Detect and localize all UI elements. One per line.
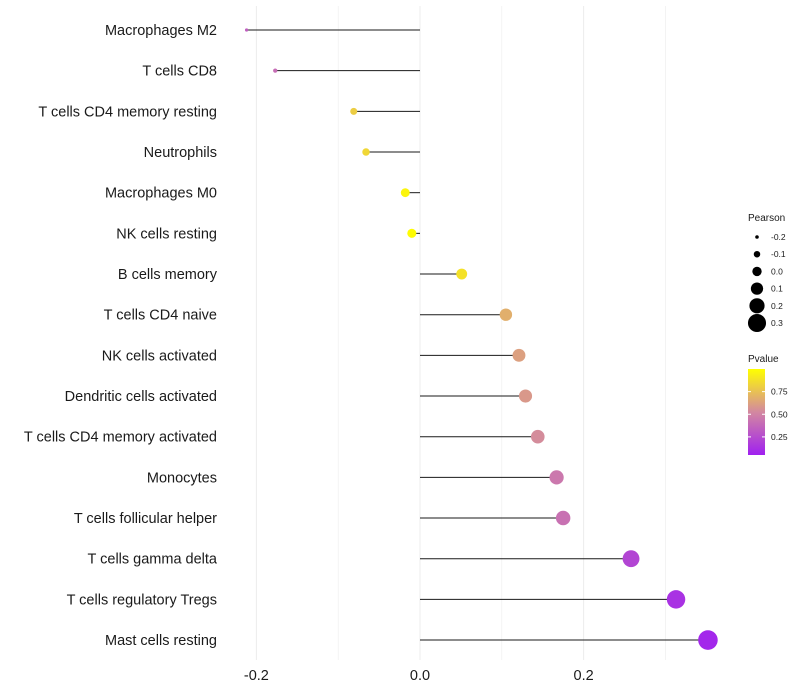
- dot: [555, 510, 571, 526]
- pearson-legend-label: -0.1: [771, 249, 786, 259]
- stems: [246, 29, 708, 641]
- category-label: T cells CD4 naive: [104, 308, 217, 324]
- category-label: Dendritic cells activated: [65, 389, 217, 405]
- pearson-legend-key: [749, 298, 765, 314]
- pearson-legend-label: 0.0: [771, 266, 783, 276]
- category-label: B cells memory: [118, 267, 218, 283]
- pearson-legend-key: [750, 282, 764, 295]
- category-label: T cells follicular helper: [74, 511, 217, 527]
- pearson-legend-key: [752, 266, 762, 277]
- dot: [244, 28, 249, 32]
- dot: [362, 148, 370, 156]
- pearson-legend-key: [747, 313, 767, 333]
- dot: [518, 389, 533, 403]
- pearson-legend: Pearson -0.2 -0.1 0.0 0.1 0.2 0.3: [747, 213, 786, 333]
- dots: [244, 28, 718, 650]
- category-label: Neutrophils: [144, 145, 217, 161]
- category-label: NK cells activated: [102, 348, 217, 364]
- category-label: Monocytes: [147, 470, 217, 486]
- pearson-legend-label: 0.1: [771, 284, 783, 294]
- dot: [499, 308, 513, 321]
- category-label: Macrophages M2: [105, 23, 217, 39]
- pvalue-legend: Pvalue 0.75 0.50 0.25: [748, 354, 788, 455]
- dot: [698, 630, 718, 650]
- pvalue-legend-label: 0.50: [771, 409, 788, 419]
- dot: [549, 470, 564, 485]
- pearson-legend-label: -0.2: [771, 232, 786, 242]
- pearson-legend-key: [753, 250, 761, 258]
- dot: [666, 590, 686, 609]
- category-label: T cells CD4 memory activated: [24, 430, 217, 446]
- dot: [622, 550, 640, 568]
- dot: [400, 188, 410, 198]
- pearson-legend-label: 0.3: [771, 318, 783, 328]
- dot: [531, 429, 545, 444]
- category-label: T cells regulatory Tregs: [67, 592, 217, 608]
- dot: [273, 68, 278, 73]
- x-tick-label: 0.0: [410, 668, 430, 684]
- x-tick-label: -0.2: [244, 668, 269, 684]
- category-label: Macrophages M0: [105, 186, 217, 202]
- dot: [407, 228, 417, 238]
- grid-lines: [255, 6, 666, 660]
- category-label: NK cells resting: [116, 226, 217, 242]
- dot: [350, 107, 358, 115]
- pvalue-legend-label: 0.75: [771, 387, 788, 397]
- category-label: T cells CD8: [142, 64, 217, 80]
- pvalue-legend-label: 0.25: [771, 432, 788, 442]
- pearson-legend-label: 0.2: [771, 301, 783, 311]
- category-label: T cells CD4 memory resting: [38, 104, 217, 120]
- dot: [512, 348, 526, 362]
- pearson-legend-key: [755, 235, 759, 239]
- dot: [456, 268, 468, 280]
- category-labels: Macrophages M2 T cells CD8 T cells CD4 mem…: [24, 23, 218, 649]
- x-axis-ticks: -0.2 0.0 0.2: [244, 668, 594, 684]
- x-tick-label: 0.2: [574, 668, 594, 684]
- pvalue-colorbar: [748, 369, 765, 455]
- pearson-legend-title: Pearson: [748, 213, 785, 224]
- category-label: Mast cells resting: [105, 633, 217, 649]
- category-label: T cells gamma delta: [88, 552, 218, 568]
- pvalue-legend-title: Pvalue: [748, 354, 779, 365]
